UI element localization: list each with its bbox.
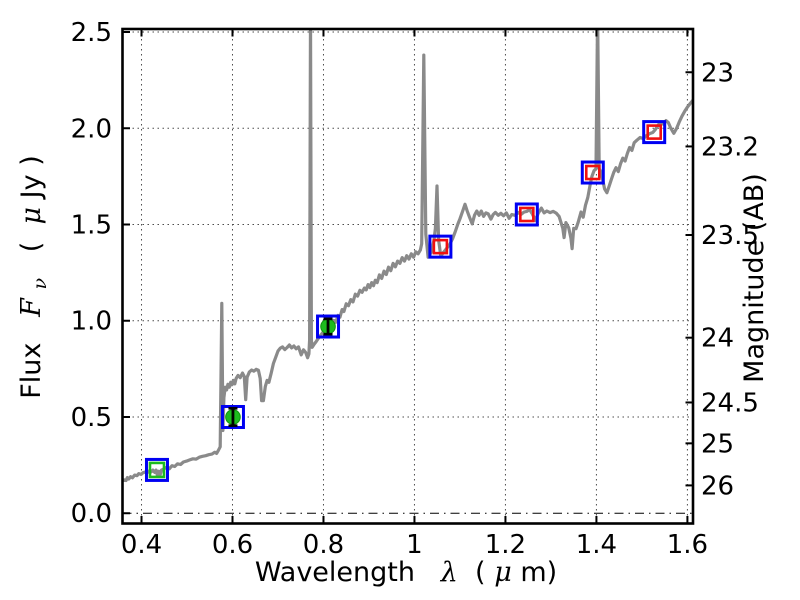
flux-label-open: ( — [16, 233, 47, 269]
observed-point-red-square — [519, 206, 535, 223]
y-tick-label-magnitude: 24 — [701, 324, 734, 354]
y-tick-label-magnitude: 24.5 — [701, 388, 759, 418]
x-axis-label-close: m) — [520, 557, 557, 588]
photometry-layer — [144, 120, 667, 482]
x-tick-label: 1.6 — [667, 530, 708, 560]
x-axis-label-open: ( — [466, 557, 485, 588]
x-axis-label: Wavelength λ ( μ m) — [255, 557, 557, 588]
mu-symbol-y: μ — [16, 207, 47, 225]
x-tick-label: 1 — [406, 530, 423, 560]
lambda-symbol: λ — [440, 557, 458, 588]
y-tick-label-flux: 0.5 — [71, 403, 112, 433]
y-tick-label-magnitude: 26 — [701, 471, 734, 501]
x-tick-label: 0.8 — [303, 530, 344, 560]
x-tick-label: 1.2 — [485, 530, 526, 560]
y-tick-label-magnitude: 25 — [701, 429, 734, 459]
y-tick-label-flux: 1.5 — [71, 210, 112, 240]
y-tick-label-flux: 2.0 — [71, 114, 112, 144]
model-photometry-square — [428, 234, 453, 259]
plot-border — [121, 27, 695, 525]
y-tick-label-flux: 1.0 — [71, 307, 112, 337]
observed-point-red-square — [646, 124, 662, 140]
y-tick-label-magnitude: 23.2 — [701, 132, 759, 162]
y-tick-label-magnitude: 23.5 — [701, 221, 759, 251]
axis-tick-labels: 0.4 0.6 0.8 1 1.2 1.4 1.6 0.0 0.5 1.0 1.5 2.0 2.5 23 2… — [71, 18, 759, 560]
spectrum-line — [122, 29, 693, 483]
model-photometry-square — [316, 314, 341, 339]
x-tick-label: 0.6 — [212, 530, 253, 560]
observed-point-red-square — [584, 164, 601, 181]
y-tick-label-flux: 2.5 — [71, 18, 112, 48]
observed-point-green-square — [148, 461, 166, 479]
grid-lines — [122, 29, 693, 524]
nu-subscript: ν — [29, 278, 51, 290]
observed-point-red-square — [432, 238, 449, 255]
y-axis-label-flux: Flux F ν ( μ Jy ) — [16, 155, 53, 398]
model-photometry-square — [514, 202, 539, 227]
y-tick-label-flux: 0.0 — [71, 499, 112, 529]
flux-label-word: Flux — [16, 325, 47, 398]
model-photometry-square — [642, 120, 667, 145]
y-axis-label-magnitude: Magnitude (AB) — [739, 173, 770, 383]
x-tick-label: 1.4 — [576, 530, 617, 560]
x-tick-label: 0.4 — [121, 530, 162, 560]
axes-spines — [121, 27, 695, 525]
flux-label-close: Jy ) — [16, 155, 47, 200]
model-spectrum-layer — [122, 29, 693, 483]
model-photometry-square — [144, 457, 169, 482]
flux-F-symbol: F — [16, 297, 47, 318]
y-tick-label-magnitude: 23 — [701, 58, 734, 88]
mu-symbol-x: μ — [494, 557, 512, 588]
x-axis-label-word: Wavelength — [255, 557, 432, 588]
model-photometry-square — [580, 160, 605, 185]
model-photometry-square — [220, 404, 245, 429]
axis-ticks — [122, 29, 693, 524]
